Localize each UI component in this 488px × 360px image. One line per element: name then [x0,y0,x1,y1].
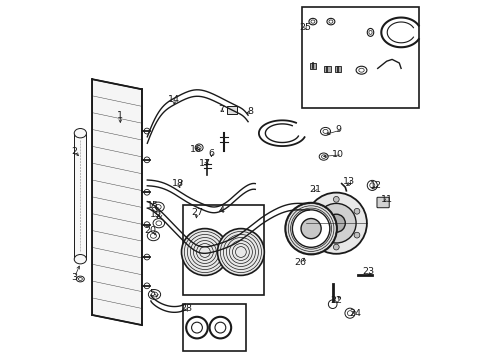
Text: 3: 3 [71,273,78,282]
FancyBboxPatch shape [376,197,388,208]
Circle shape [144,157,149,163]
Text: 20: 20 [144,226,156,235]
Circle shape [144,222,149,228]
Bar [302,7,418,108]
Ellipse shape [150,233,156,238]
Circle shape [353,208,359,214]
Circle shape [144,254,149,260]
Ellipse shape [76,276,84,282]
Circle shape [369,183,374,188]
Ellipse shape [155,204,161,210]
Ellipse shape [328,20,332,23]
Circle shape [215,322,225,333]
Ellipse shape [308,18,316,25]
Text: 16: 16 [189,145,202,154]
Circle shape [217,229,264,275]
Text: 4: 4 [218,206,224,215]
Text: 10: 10 [331,150,344,159]
Circle shape [326,214,345,232]
Polygon shape [92,79,142,325]
Text: 11: 11 [380,195,392,204]
Ellipse shape [74,129,86,138]
Text: 23: 23 [362,267,374,276]
Circle shape [353,232,359,238]
Text: 6: 6 [208,149,214,158]
Ellipse shape [358,68,364,72]
Ellipse shape [78,278,82,280]
Bar [183,304,246,351]
Ellipse shape [153,219,164,228]
Circle shape [181,229,228,275]
Circle shape [292,210,329,247]
Ellipse shape [151,292,157,297]
Ellipse shape [195,144,203,151]
Text: 17: 17 [199,159,210,168]
Circle shape [366,180,377,190]
Text: 9: 9 [334,125,341,134]
Text: 18: 18 [172,179,183,188]
Text: 26: 26 [294,258,305,267]
Circle shape [333,244,339,250]
Circle shape [316,203,355,243]
FancyBboxPatch shape [309,63,316,69]
FancyBboxPatch shape [74,133,86,259]
Circle shape [144,189,149,195]
Ellipse shape [319,153,327,160]
FancyBboxPatch shape [227,106,237,114]
Circle shape [144,128,149,134]
Ellipse shape [322,130,327,134]
Circle shape [209,317,231,338]
Text: 12: 12 [369,181,381,190]
Ellipse shape [156,221,162,225]
Text: 14: 14 [168,95,180,104]
Ellipse shape [152,202,164,212]
Circle shape [305,193,366,254]
Ellipse shape [320,127,330,135]
Bar [183,205,264,295]
Circle shape [144,283,149,289]
Ellipse shape [197,146,201,149]
Text: 15: 15 [146,201,159,210]
Text: 5: 5 [149,289,155,298]
Circle shape [186,317,207,338]
Ellipse shape [326,18,334,25]
Text: 1: 1 [117,111,123,120]
Text: 22: 22 [329,296,342,305]
Ellipse shape [148,289,160,300]
Circle shape [312,232,318,238]
Circle shape [328,300,336,309]
FancyBboxPatch shape [334,66,341,72]
Ellipse shape [368,31,371,35]
Text: 28: 28 [180,305,192,313]
Circle shape [191,322,202,333]
Text: 7: 7 [218,105,224,114]
Ellipse shape [74,255,86,264]
Circle shape [333,197,339,202]
Text: 19: 19 [150,210,162,219]
Text: 8: 8 [247,107,253,116]
Text: 13: 13 [342,177,354,186]
Ellipse shape [310,20,314,23]
Text: 24: 24 [348,309,361,318]
Text: 25: 25 [298,23,310,32]
FancyBboxPatch shape [324,66,330,72]
Ellipse shape [321,155,325,158]
Ellipse shape [355,66,366,74]
Circle shape [312,208,318,214]
Text: 27: 27 [191,208,203,217]
Circle shape [285,203,336,255]
Circle shape [347,311,352,316]
Circle shape [344,308,354,318]
Ellipse shape [366,28,373,36]
Text: 2: 2 [71,147,78,156]
Circle shape [301,219,321,239]
Ellipse shape [147,231,159,241]
Text: 21: 21 [309,185,321,194]
